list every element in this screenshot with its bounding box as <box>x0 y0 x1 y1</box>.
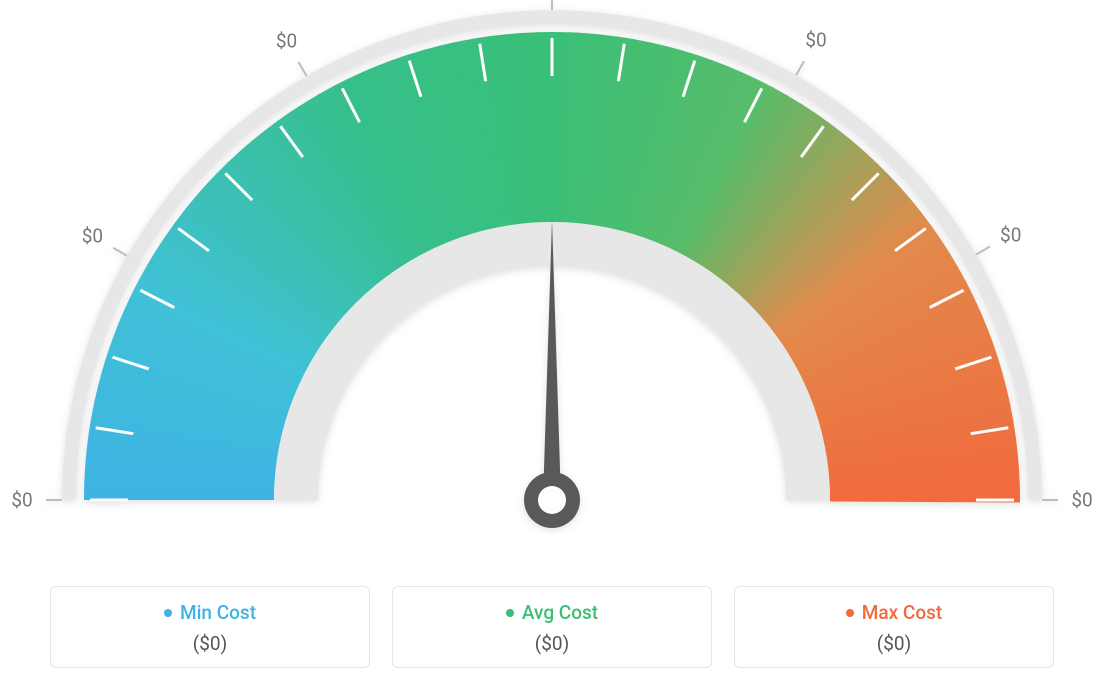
legend-dot-icon <box>506 609 514 617</box>
gauge-tick-label: $0 <box>276 30 297 53</box>
legend-title-text: Max Cost <box>862 601 942 624</box>
legend-dot-icon <box>846 609 854 617</box>
gauge-tick-label: $0 <box>82 224 103 247</box>
gauge-tick-label: $0 <box>805 29 826 52</box>
legend-title: Max Cost <box>846 601 942 624</box>
legend-value: ($0) <box>735 632 1053 655</box>
gauge-needle-base-hole <box>538 486 566 514</box>
legend-value: ($0) <box>393 632 711 655</box>
gauge-tick-label: $0 <box>11 489 32 512</box>
legend-card: Avg Cost ($0) <box>392 586 712 668</box>
gauge-container: $0$0$0$0$0$0$0 <box>0 0 1104 560</box>
gauge-svg <box>0 0 1104 560</box>
legend-card: Min Cost ($0) <box>50 586 370 668</box>
legend-title-text: Avg Cost <box>522 601 598 624</box>
gauge-tick-label: $0 <box>1000 223 1021 246</box>
legend-dot-icon <box>164 609 172 617</box>
gauge-tick-label: $0 <box>1071 489 1092 512</box>
legend-title-text: Min Cost <box>180 601 256 624</box>
legend-value: ($0) <box>51 632 369 655</box>
legend-title: Min Cost <box>164 601 256 624</box>
legend-card: Max Cost ($0) <box>734 586 1054 668</box>
legend-row: Min Cost ($0) Avg Cost ($0) Max Cost ($0) <box>0 586 1104 668</box>
legend-title: Avg Cost <box>506 601 598 624</box>
